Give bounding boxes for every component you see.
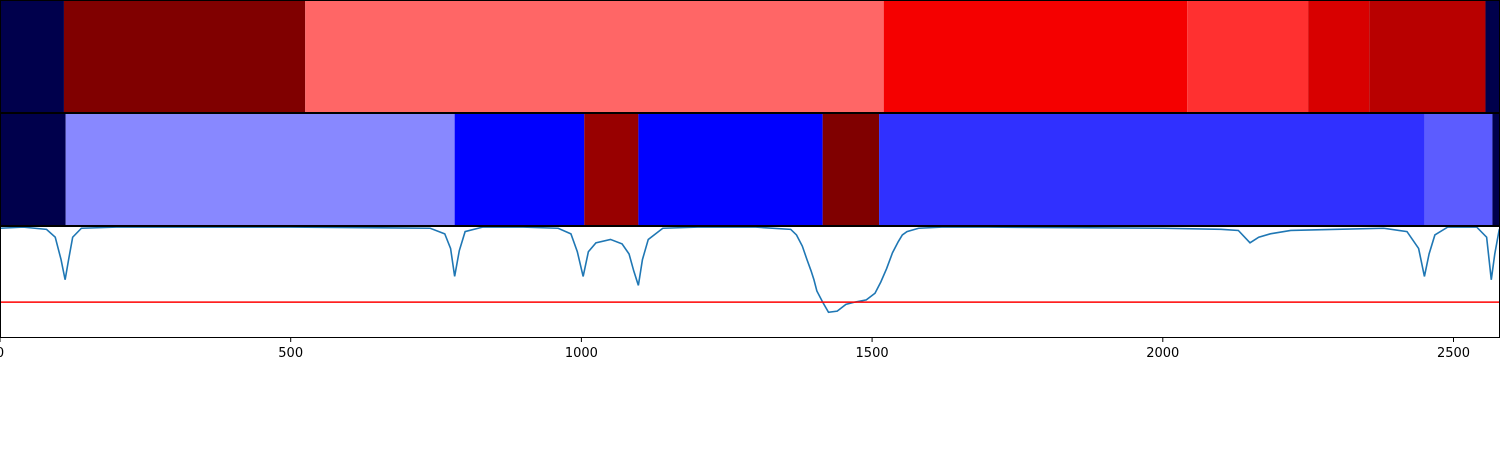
segment-0-3: [883, 0, 1188, 113]
top-segment-band: [0, 0, 1500, 113]
segment-1-7: [1424, 113, 1493, 226]
segment-0-0: [0, 0, 64, 113]
signal-line: [0, 226, 1500, 314]
segment-1-4: [638, 113, 823, 226]
middle-segment-band: [0, 113, 1500, 226]
x-tick-label-2500: 2500: [1437, 346, 1470, 361]
segment-1-8: [1492, 113, 1500, 226]
x-axis: 0 500 1000 1500 2000 2500: [0, 338, 1470, 361]
segment-0-2: [305, 0, 884, 113]
segment-1-2: [454, 113, 585, 226]
segment-0-4: [1187, 0, 1309, 113]
x-tick-label-500: 500: [278, 346, 303, 361]
x-tick-label-2000: 2000: [1146, 346, 1179, 361]
x-tick-label-1500: 1500: [856, 346, 889, 361]
segment-0-6: [1369, 0, 1486, 113]
x-tick-label-1000: 1000: [565, 346, 598, 361]
panel-frame-2: [0, 226, 1500, 338]
segment-0-7: [1485, 0, 1500, 113]
segment-1-0: [0, 113, 66, 226]
segment-1-1: [65, 113, 455, 226]
line-plot-panel: [0, 226, 1500, 338]
segment-0-1: [63, 0, 306, 113]
segment-1-3: [584, 113, 639, 226]
segment-1-6: [879, 113, 1425, 226]
segment-0-5: [1308, 0, 1370, 113]
x-tick-label-0: 0: [0, 346, 4, 361]
segment-1-5: [822, 113, 880, 226]
